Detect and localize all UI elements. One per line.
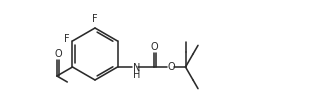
Text: F: F <box>64 34 70 44</box>
Text: N: N <box>133 63 140 73</box>
Text: H: H <box>133 70 140 80</box>
Text: O: O <box>54 49 62 59</box>
Text: O: O <box>167 62 175 72</box>
Text: O: O <box>151 42 158 52</box>
Text: F: F <box>92 14 98 24</box>
